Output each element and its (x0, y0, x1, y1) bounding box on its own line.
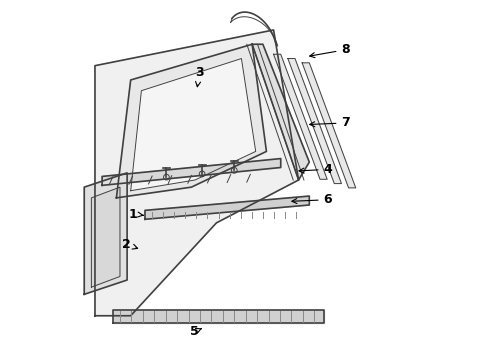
Polygon shape (113, 310, 323, 323)
Text: 6: 6 (292, 193, 332, 206)
Polygon shape (252, 44, 309, 180)
Polygon shape (145, 196, 309, 219)
Polygon shape (117, 44, 267, 198)
Text: 1: 1 (129, 207, 143, 221)
Polygon shape (92, 187, 120, 287)
Text: 7: 7 (310, 116, 350, 129)
Polygon shape (131, 59, 256, 191)
Polygon shape (288, 59, 342, 184)
Text: 8: 8 (310, 43, 350, 58)
Polygon shape (273, 54, 327, 179)
Text: 5: 5 (190, 325, 201, 338)
Polygon shape (302, 63, 356, 188)
Text: 3: 3 (195, 66, 204, 87)
Polygon shape (95, 30, 298, 316)
Polygon shape (84, 173, 127, 294)
Polygon shape (102, 158, 281, 185)
Text: 2: 2 (122, 238, 138, 251)
Text: 4: 4 (299, 163, 332, 176)
